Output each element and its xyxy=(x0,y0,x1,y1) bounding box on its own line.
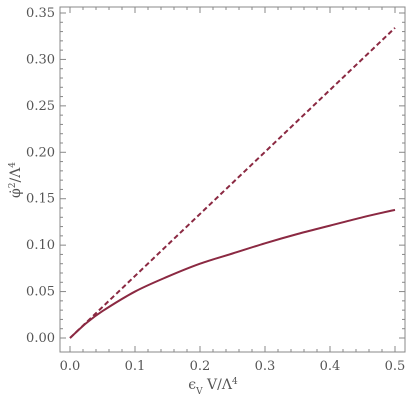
solid-series-line xyxy=(69,208,396,339)
y-tick-label: 0.25 xyxy=(26,99,55,114)
tick-marks xyxy=(60,7,405,352)
x-tick-label: 0.2 xyxy=(190,359,211,374)
y-tick-label: 0.30 xyxy=(26,52,55,67)
y-tick-label: 0.05 xyxy=(26,285,55,300)
x-tick-label: 0.4 xyxy=(320,359,341,374)
svg-text:φ̇2/Λ4: φ̇2/Λ4 xyxy=(8,162,24,198)
x-tick-label: 0.1 xyxy=(125,359,146,374)
x-tick-label: 0.3 xyxy=(255,359,276,374)
x-tick-label: 0.5 xyxy=(385,359,406,374)
y-tick-label: 0.00 xyxy=(26,331,55,346)
svg-text:ϵV V/Λ4: ϵV V/Λ4 xyxy=(188,377,238,397)
y-tick-label: 0.20 xyxy=(26,145,55,160)
dashed-series-line xyxy=(69,27,396,339)
tick-labels: 0.0 0.1 0.2 0.3 0.4 0.5 0.00 0.05 0.10 0.15 0.20 0.… xyxy=(26,6,405,374)
y-tick-label: 0.10 xyxy=(26,238,55,253)
plot-frame xyxy=(59,6,406,353)
x-axis-label: ϵV V/Λ4 xyxy=(188,377,238,397)
y-axis-label: φ̇2/Λ4 xyxy=(8,162,24,198)
y-tick-label: 0.15 xyxy=(26,192,55,207)
x-tick-label: 0.0 xyxy=(60,359,81,374)
series-group xyxy=(69,27,396,339)
y-tick-label: 0.35 xyxy=(26,6,55,21)
